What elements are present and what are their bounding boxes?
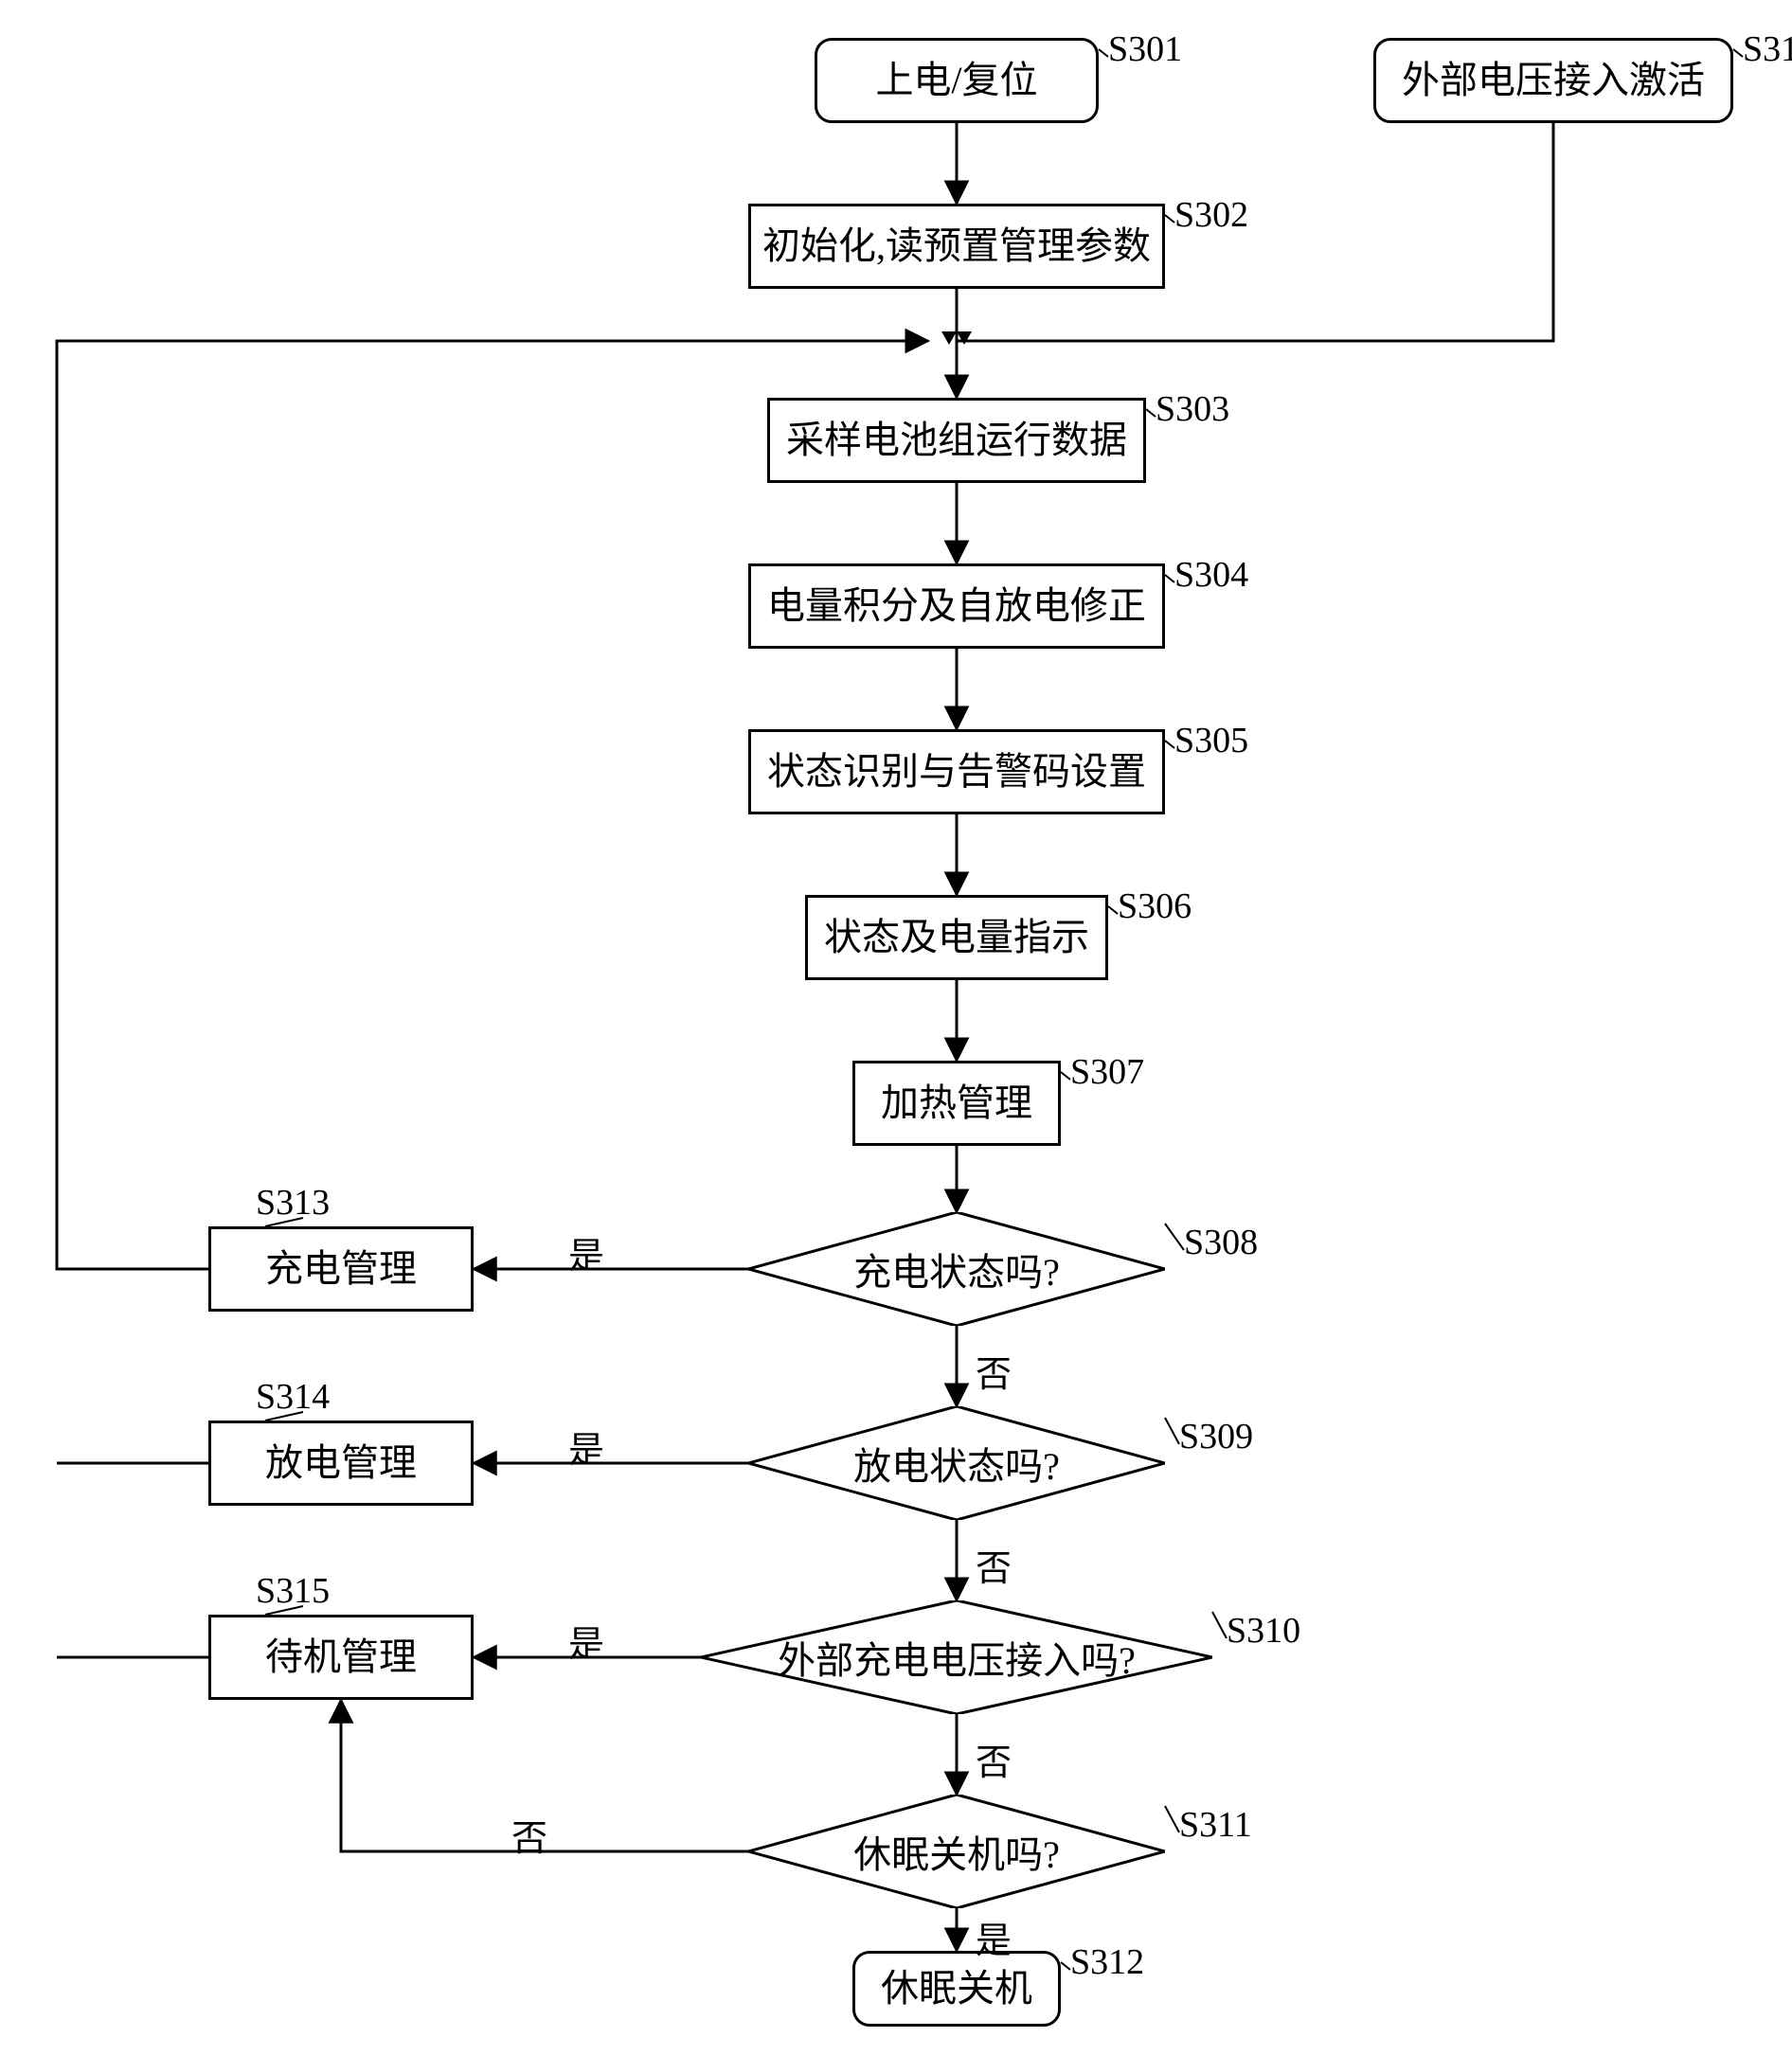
- step-label-s302: S302: [1174, 194, 1248, 236]
- step-label-s315: S315: [256, 1570, 330, 1612]
- step-label-s310: S310: [1227, 1610, 1300, 1652]
- step-label-s314: S314: [256, 1376, 330, 1418]
- process-s313: 充电管理: [208, 1226, 474, 1312]
- node-text: 充电管理: [265, 1246, 417, 1292]
- edges-layer: [19, 19, 1792, 2036]
- edge-label: 否: [511, 1809, 547, 1861]
- step-label-s308: S308: [1184, 1222, 1258, 1263]
- decision-text: 外部充电电压接入吗?: [701, 1600, 1212, 1714]
- process-s306: 状态及电量指示: [805, 895, 1108, 980]
- process-s303: 采样电池组运行数据: [767, 398, 1146, 483]
- decision-text: 放电状态吗?: [748, 1406, 1165, 1520]
- step-label-s301: S301: [1108, 28, 1182, 70]
- process-s315: 待机管理: [208, 1615, 474, 1700]
- edge-label: 是: [976, 1911, 1012, 1963]
- process-s314: 放电管理: [208, 1421, 474, 1506]
- step-label-s316: S316: [1743, 28, 1792, 70]
- decision-text: 充电状态吗?: [748, 1212, 1165, 1326]
- node-text: 放电管理: [265, 1440, 417, 1486]
- decision-text: 休眠关机吗?: [748, 1795, 1165, 1908]
- node-text: 状态识别与告警码设置: [767, 749, 1146, 795]
- edge-label: 是: [568, 1226, 604, 1278]
- decision-s309: 放电状态吗?: [748, 1406, 1165, 1520]
- edge-label: 否: [976, 1539, 1012, 1591]
- step-label-s307: S307: [1070, 1051, 1144, 1093]
- terminal-s316: 外部电压接入激活: [1373, 38, 1733, 123]
- process-s304: 电量积分及自放电修正: [748, 563, 1165, 649]
- terminal-s301: 上电/复位: [815, 38, 1099, 123]
- node-text: 初始化,读预置管理参数: [762, 223, 1151, 269]
- node-text: 采样电池组运行数据: [786, 418, 1127, 463]
- decision-s308: 充电状态吗?: [748, 1212, 1165, 1326]
- flowchart-canvas: 上电/复位 外部电压接入激活初始化,读预置管理参数采样电池组运行数据电量积分及自放…: [19, 19, 1792, 2036]
- node-text: 加热管理: [881, 1081, 1032, 1126]
- step-label-s303: S303: [1156, 388, 1229, 430]
- edge-label: 否: [976, 1345, 1012, 1397]
- edge-label: 是: [568, 1615, 604, 1667]
- decision-s311: 休眠关机吗?: [748, 1795, 1165, 1908]
- edge-label: 否: [976, 1733, 1012, 1785]
- step-label-s312: S312: [1070, 1941, 1144, 1983]
- node-text: 上电/复位: [875, 58, 1037, 103]
- decision-s310: 外部充电电压接入吗?: [701, 1600, 1212, 1714]
- node-text: 待机管理: [265, 1635, 417, 1680]
- node-text: 外部电压接入激活: [1402, 58, 1705, 103]
- step-label-s313: S313: [256, 1182, 330, 1224]
- step-label-s304: S304: [1174, 554, 1248, 596]
- step-label-s305: S305: [1174, 720, 1248, 761]
- process-s305: 状态识别与告警码设置: [748, 729, 1165, 814]
- node-text: 状态及电量指示: [824, 915, 1089, 960]
- process-s307: 加热管理: [852, 1061, 1061, 1146]
- step-label-s311: S311: [1179, 1804, 1252, 1846]
- step-label-s306: S306: [1118, 885, 1192, 927]
- step-label-s309: S309: [1179, 1416, 1253, 1457]
- node-text: 休眠关机: [881, 1966, 1032, 2011]
- process-s302: 初始化,读预置管理参数: [748, 204, 1165, 289]
- edge-label: 是: [568, 1421, 604, 1473]
- node-text: 电量积分及自放电修正: [767, 583, 1146, 629]
- terminal-s312: 休眠关机: [852, 1951, 1061, 2027]
